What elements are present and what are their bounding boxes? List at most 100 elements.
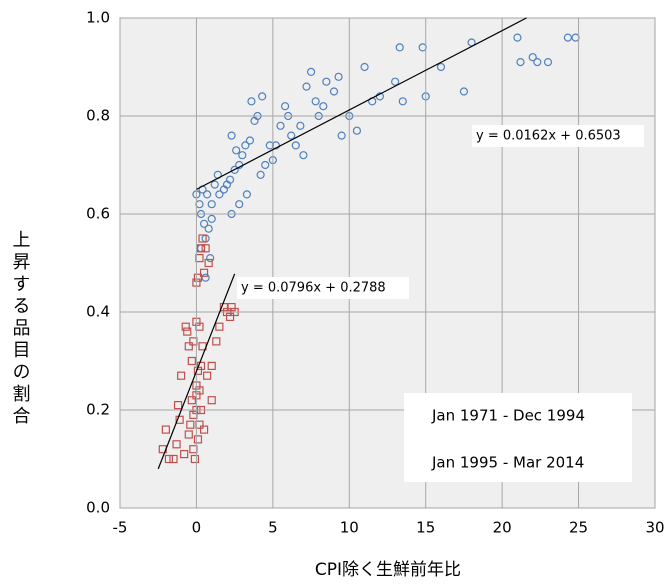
point xyxy=(215,190,224,199)
point xyxy=(258,92,267,101)
point xyxy=(161,425,170,434)
point xyxy=(395,43,404,52)
point xyxy=(193,435,203,444)
point xyxy=(169,454,178,464)
point xyxy=(329,87,339,96)
point xyxy=(360,62,369,72)
point xyxy=(199,425,209,434)
point xyxy=(459,87,469,96)
point xyxy=(280,102,290,111)
x-axis-title: CPI除く生鮮前年比 xyxy=(315,560,461,580)
point xyxy=(533,57,542,67)
legend-label: Jan 1995 - Mar 2014 xyxy=(431,454,584,472)
point xyxy=(256,170,265,179)
point xyxy=(204,258,213,268)
point xyxy=(199,268,209,277)
y-tick-label: 0.2 xyxy=(86,401,110,419)
point xyxy=(207,200,216,209)
point xyxy=(247,97,256,106)
point xyxy=(299,151,308,160)
point xyxy=(513,33,522,42)
point xyxy=(238,151,247,160)
point xyxy=(227,131,236,140)
y-tick-label: 0.6 xyxy=(86,205,110,223)
point xyxy=(203,190,212,199)
point xyxy=(302,82,311,91)
point xyxy=(196,361,206,370)
point xyxy=(187,356,196,366)
point xyxy=(177,371,186,380)
point xyxy=(204,224,213,233)
point xyxy=(245,136,255,145)
y-tick-label: 0.0 xyxy=(86,499,110,517)
point xyxy=(242,190,251,199)
point xyxy=(516,57,525,67)
point xyxy=(198,234,207,243)
point xyxy=(436,62,446,72)
x-tick-label: 5 xyxy=(268,519,278,537)
x-tick-label: -5 xyxy=(113,519,128,537)
point xyxy=(207,396,216,405)
point xyxy=(563,33,572,42)
point xyxy=(311,97,320,106)
trendline xyxy=(196,17,527,190)
point xyxy=(287,131,296,140)
point xyxy=(334,72,343,81)
point xyxy=(201,244,210,253)
point xyxy=(172,440,181,449)
trendline-label: y = 0.0796x + 0.2788 xyxy=(241,281,386,296)
point xyxy=(319,102,328,111)
point xyxy=(212,337,221,346)
point xyxy=(206,254,215,263)
trendline-label: y = 0.0162x + 0.6503 xyxy=(476,129,621,144)
point xyxy=(241,141,250,150)
point xyxy=(337,131,346,140)
trendline xyxy=(157,273,236,470)
point xyxy=(164,454,174,464)
point xyxy=(187,396,196,405)
point xyxy=(210,180,219,189)
point xyxy=(175,415,184,424)
point xyxy=(291,141,300,150)
point xyxy=(190,454,199,464)
point xyxy=(225,312,235,321)
trendline-label-box xyxy=(472,125,644,147)
legend-label: Jan 1971 - Dec 1994 xyxy=(431,407,585,425)
point xyxy=(207,214,216,223)
point xyxy=(186,420,195,429)
point xyxy=(227,303,236,312)
point xyxy=(232,146,241,155)
point xyxy=(543,57,553,67)
point xyxy=(181,322,190,331)
point xyxy=(199,219,209,228)
point xyxy=(528,53,537,62)
y-tick-label: 0.8 xyxy=(86,107,110,125)
point xyxy=(296,121,305,130)
point xyxy=(352,126,362,135)
point xyxy=(203,371,212,380)
point xyxy=(184,342,193,351)
point xyxy=(391,77,400,86)
point xyxy=(230,165,239,174)
y-axis-title: 上昇する品目の割合 xyxy=(10,230,31,428)
x-tick-label: 20 xyxy=(493,519,512,537)
trendline-label-box xyxy=(237,277,409,299)
point xyxy=(235,200,244,209)
y-tick-label: 1.0 xyxy=(86,9,110,27)
x-tick-label: 25 xyxy=(569,519,588,537)
x-tick-label: 15 xyxy=(416,519,435,537)
point xyxy=(201,273,210,282)
point xyxy=(261,160,270,170)
point xyxy=(173,401,183,410)
y-tick-label: 0.4 xyxy=(86,303,110,321)
point xyxy=(180,450,189,459)
point xyxy=(306,67,316,77)
point xyxy=(184,430,193,439)
point xyxy=(183,327,192,336)
point xyxy=(398,97,407,106)
point xyxy=(322,77,331,86)
x-tick-label: 0 xyxy=(192,519,202,537)
point xyxy=(276,121,285,130)
x-tick-label: 10 xyxy=(340,519,359,537)
